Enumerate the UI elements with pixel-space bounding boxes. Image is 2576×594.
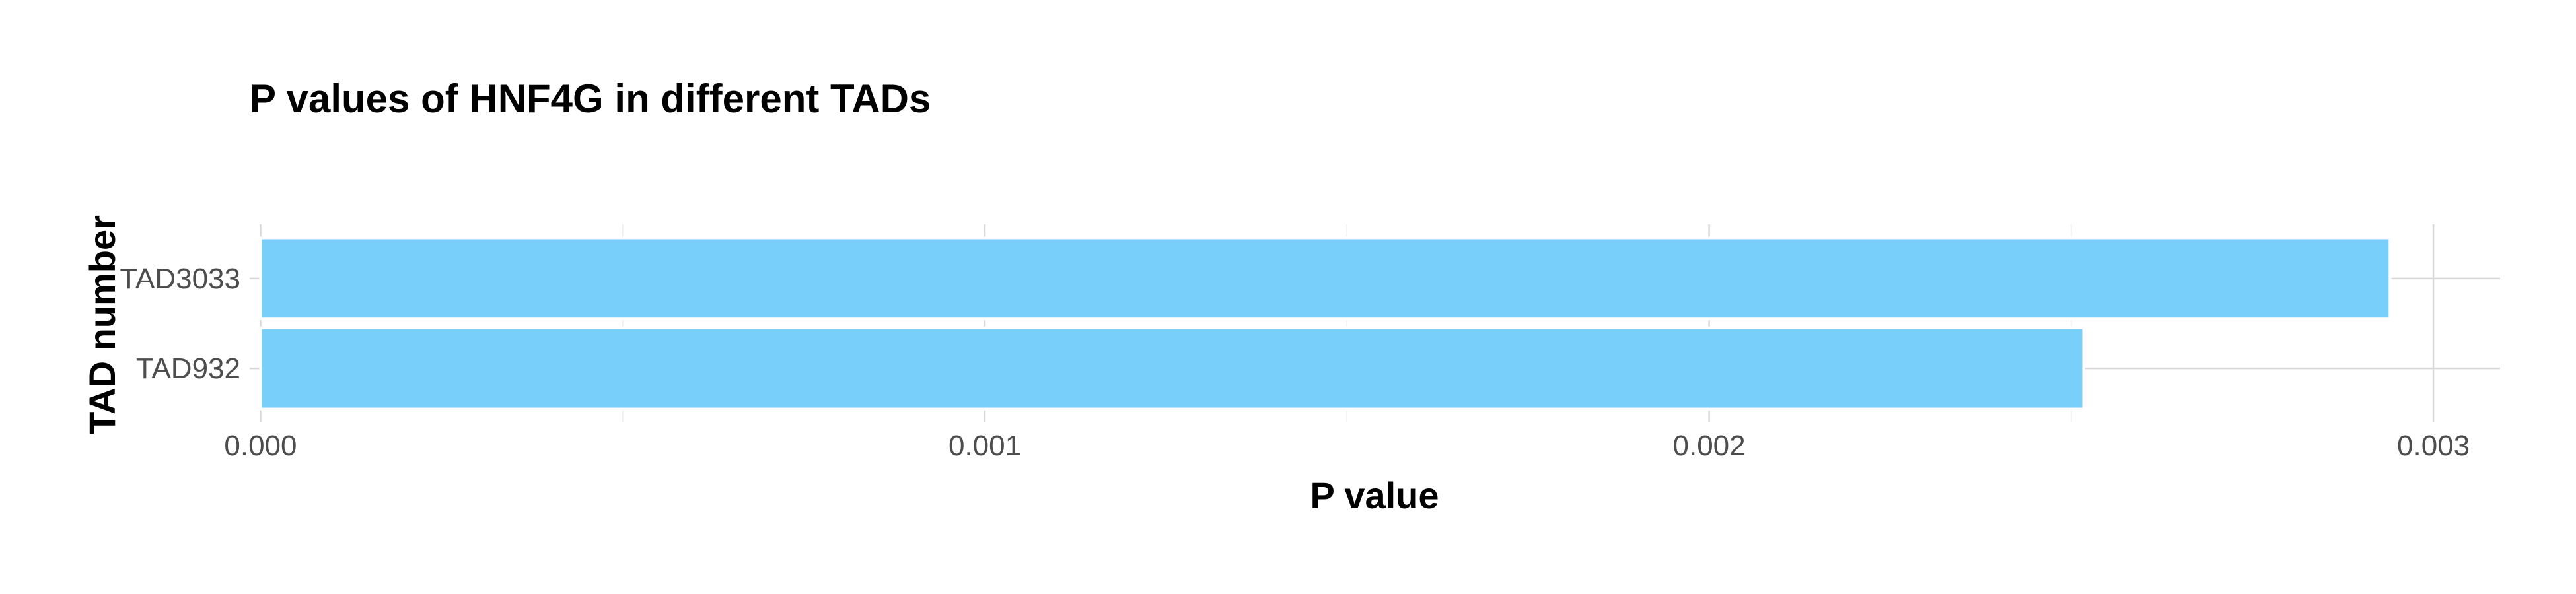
chart-title: P values of HNF4G in different TADs xyxy=(250,77,931,121)
x-tick-label: 0.003 xyxy=(2397,430,2470,462)
bars xyxy=(259,236,2392,411)
x-tick-label: 0.001 xyxy=(948,430,1021,462)
y-tick-label: TAD3033 xyxy=(120,263,240,295)
y-axis-title: TAD number xyxy=(81,215,123,434)
bar-tad3033 xyxy=(259,236,2392,321)
x-tick-label: 0.000 xyxy=(224,430,297,462)
x-axis-title: P value xyxy=(1310,475,1439,516)
x-tick-label: 0.002 xyxy=(1673,430,1746,462)
x-axis-tick-labels: 0.000 0.001 0.002 0.003 xyxy=(224,430,2470,462)
y-tick-label: TAD932 xyxy=(136,352,240,385)
bar-tad932 xyxy=(259,326,2085,411)
y-axis-tick-labels: TAD3033 TAD932 xyxy=(120,263,240,385)
